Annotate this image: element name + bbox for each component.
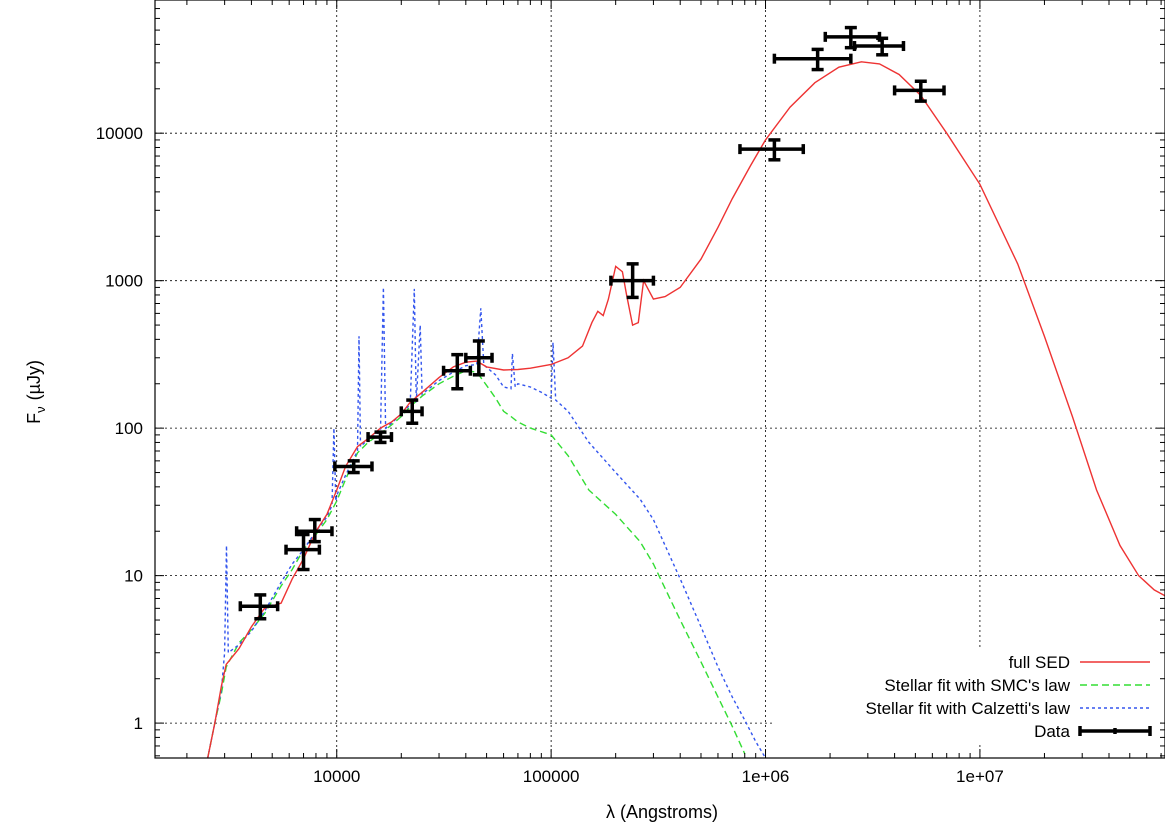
data-point: [441, 352, 473, 391]
data-point: [464, 339, 494, 377]
svg-text:Fν(µJy): Fν (µJy): [24, 360, 48, 424]
legend-label: Stellar fit with SMC's law: [884, 676, 1070, 695]
plot-frame: [154, 0, 1165, 759]
series-lines: [207, 61, 1165, 759]
y-axis-label: Fν (µJy): [24, 360, 48, 424]
y-tick-label: 100: [115, 419, 143, 438]
legend-label: Stellar fit with Calzetti's law: [866, 699, 1071, 718]
data-point: [852, 36, 906, 57]
legend-label: Data: [1034, 722, 1070, 741]
series-line-1: [207, 370, 746, 759]
data-point: [399, 398, 424, 425]
data-point: [366, 430, 394, 445]
y-axis-label-main: F: [24, 413, 44, 424]
y-axis-label-sub: ν: [33, 406, 48, 413]
legend: full SED Stellar fit with SMC's law Stella…: [775, 647, 1160, 745]
data-point: [294, 517, 334, 544]
y-tick-label: 10000: [96, 124, 143, 143]
data-point: [892, 79, 946, 103]
data-point: [609, 262, 656, 300]
data-point: [738, 138, 806, 162]
y-axis-label-unit: (µJy): [24, 360, 44, 400]
legend-label: full SED: [1009, 653, 1070, 672]
data-point: [238, 593, 280, 621]
x-tick-label: 100000: [523, 767, 580, 786]
axis-ticks: 10000 100000 1e+06 1e+07 1 10 100 1000 10000: [96, 0, 1165, 786]
x-tick-label: 10000: [313, 767, 360, 786]
legend-entry: Stellar fit with Calzetti's law: [866, 699, 1150, 718]
y-tick-label: 1: [134, 714, 143, 733]
data-point: [333, 459, 374, 475]
x-tick-label: 1e+06: [742, 767, 790, 786]
legend-entry: Stellar fit with SMC's law: [884, 676, 1150, 695]
series-line-2: [207, 287, 767, 759]
legend-background: [775, 647, 1160, 745]
legend-entry: full SED: [1009, 653, 1150, 672]
y-tick-label: 10: [124, 567, 143, 586]
series-line-0: [207, 61, 1165, 759]
x-tick-label: 1e+07: [956, 767, 1004, 786]
y-tick-label: 1000: [105, 272, 143, 291]
data-point: [284, 532, 322, 572]
data-point: [772, 47, 853, 72]
legend-entry: Data: [1034, 722, 1152, 741]
data-points: [238, 25, 946, 621]
x-axis-label: λ (Angstroms): [606, 802, 718, 822]
